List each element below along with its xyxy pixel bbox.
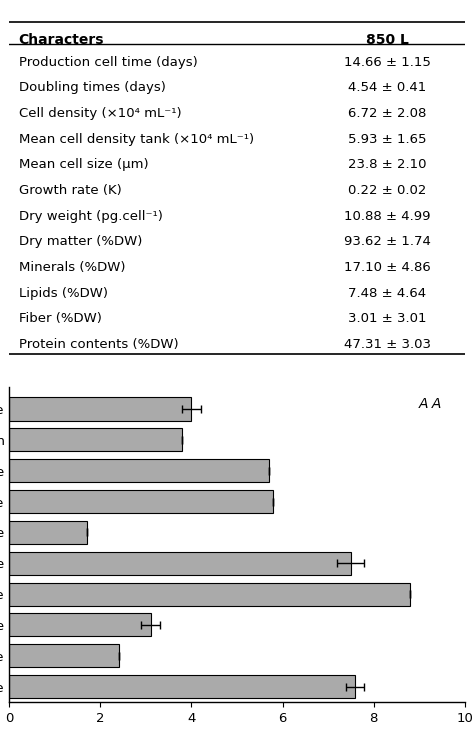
Bar: [9, 459, 269, 483]
Text: 5.93 ± 1.65: 5.93 ± 1.65: [348, 133, 427, 146]
Text: 10.88 ± 4.99: 10.88 ± 4.99: [344, 210, 430, 222]
Bar: [9, 398, 191, 420]
Text: 93.62 ± 1.74: 93.62 ± 1.74: [344, 235, 430, 248]
Bar: [9, 490, 273, 513]
Text: A A: A A: [419, 397, 442, 411]
Text: 850 L: 850 L: [366, 33, 409, 47]
Text: Growth rate (K): Growth rate (K): [18, 184, 121, 197]
Bar: [9, 613, 151, 636]
Bar: [9, 551, 351, 575]
Text: 3.01 ± 3.01: 3.01 ± 3.01: [348, 313, 427, 325]
Text: Protein contents (%DW): Protein contents (%DW): [18, 338, 178, 351]
Bar: [9, 521, 87, 544]
Text: 6.72 ± 2.08: 6.72 ± 2.08: [348, 107, 426, 120]
Text: 4.54 ± 0.41: 4.54 ± 0.41: [348, 81, 426, 95]
Text: Fiber (%DW): Fiber (%DW): [18, 313, 101, 325]
Text: Lipids (%DW): Lipids (%DW): [18, 287, 108, 299]
Text: Cell density (×10⁴ mL⁻¹): Cell density (×10⁴ mL⁻¹): [18, 107, 181, 120]
Text: 17.10 ± 4.86: 17.10 ± 4.86: [344, 261, 430, 274]
Text: Dry weight (pg.cell⁻¹): Dry weight (pg.cell⁻¹): [18, 210, 163, 222]
Text: Doubling times (days): Doubling times (days): [18, 81, 165, 95]
Text: Characters: Characters: [18, 33, 104, 47]
Text: 7.48 ± 4.64: 7.48 ± 4.64: [348, 287, 426, 299]
Text: Mean cell size (μm): Mean cell size (μm): [18, 158, 148, 171]
Text: Minerals (%DW): Minerals (%DW): [18, 261, 125, 274]
Bar: [9, 582, 410, 606]
Text: Mean cell density tank (×10⁴ mL⁻¹): Mean cell density tank (×10⁴ mL⁻¹): [18, 133, 254, 146]
Text: Dry matter (%DW): Dry matter (%DW): [18, 235, 142, 248]
Text: 14.66 ± 1.15: 14.66 ± 1.15: [344, 56, 430, 69]
Text: 0.22 ± 0.02: 0.22 ± 0.02: [348, 184, 426, 197]
Text: Production cell time (days): Production cell time (days): [18, 56, 197, 69]
Text: 23.8 ± 2.10: 23.8 ± 2.10: [348, 158, 427, 171]
Text: 47.31 ± 3.03: 47.31 ± 3.03: [344, 338, 431, 351]
Bar: [9, 428, 182, 452]
Bar: [9, 644, 119, 667]
Bar: [9, 675, 356, 698]
